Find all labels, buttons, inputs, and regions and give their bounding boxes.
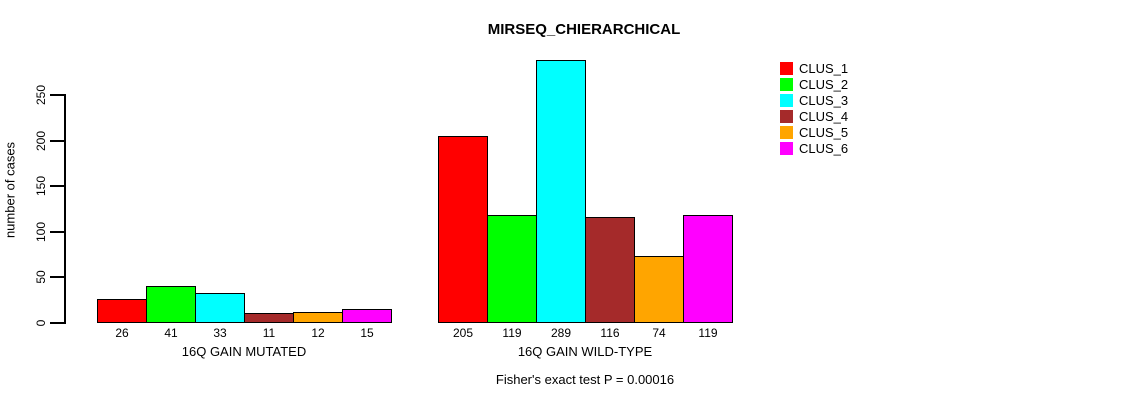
fisher-test-annotation: Fisher's exact test P = 0.00016: [495, 372, 675, 387]
legend-label: CLUS_1: [799, 60, 849, 76]
bar-value-label: 119: [698, 326, 718, 340]
bar-value-label: 11: [262, 326, 276, 340]
bar-value-label: 26: [115, 326, 129, 340]
bar-clus_3-group2: [536, 60, 586, 323]
legend-item-clus_3: CLUS_3: [780, 92, 848, 108]
legend-item-clus_6: CLUS_6: [780, 140, 848, 156]
bar-clus_4-group2: [585, 217, 635, 323]
legend-item-clus_1: CLUS_1: [780, 60, 848, 76]
bar-value-label: 41: [164, 326, 178, 340]
legend-label: CLUS_3: [799, 92, 849, 108]
legend: CLUS_1 CLUS_2 CLUS_3 CLUS_4 CLUS_5 CLUS_6: [780, 60, 848, 156]
y-tick: [50, 276, 65, 278]
legend-label: CLUS_2: [799, 76, 849, 92]
group-label-wildtype: 16Q GAIN WILD-TYPE: [517, 344, 653, 359]
bar-clus_6-group1: [342, 309, 392, 323]
bar-value-label: 205: [452, 326, 474, 340]
bar-clus_1-group1: [97, 299, 147, 323]
bar-value-label: 74: [652, 326, 666, 340]
legend-swatch: [780, 93, 793, 107]
y-tick: [50, 322, 65, 324]
legend-item-clus_2: CLUS_2: [780, 76, 848, 92]
legend-swatch: [780, 109, 793, 123]
legend-swatch: [780, 61, 793, 75]
y-tick: [50, 185, 65, 187]
legend-item-clus_4: CLUS_4: [780, 108, 848, 124]
legend-swatch: [780, 125, 793, 139]
bar-value-label: 15: [360, 326, 374, 340]
bar-clus_5-group1: [293, 312, 343, 323]
y-axis-line: [64, 94, 66, 324]
bar-clus_1-group2: [438, 136, 488, 323]
legend-item-clus_5: CLUS_5: [780, 124, 848, 140]
y-tick: [50, 94, 65, 96]
bar-clus_2-group2: [487, 215, 537, 323]
legend-swatch: [780, 141, 793, 155]
bar-clus_3-group1: [195, 293, 245, 323]
bar-clus_6-group2: [683, 215, 733, 323]
bar-value-label: 33: [213, 326, 227, 340]
bar-value-label: 119: [502, 326, 522, 340]
bar-value-label: 12: [311, 326, 325, 340]
bar-clus_2-group1: [146, 286, 196, 323]
bar-clus_5-group2: [634, 256, 684, 323]
y-tick: [50, 231, 65, 233]
legend-label: CLUS_5: [799, 124, 849, 140]
chart-title: MIRSEQ_CHIERARCHICAL: [487, 21, 681, 38]
bar-clus_4-group1: [244, 313, 294, 323]
y-tick: [50, 140, 65, 142]
legend-label: CLUS_6: [799, 140, 849, 156]
legend-swatch: [780, 77, 793, 91]
legend-label: CLUS_4: [799, 108, 849, 124]
group-label-mutated: 16Q GAIN MUTATED: [181, 344, 307, 359]
bar-value-label: 116: [600, 326, 620, 340]
bar-value-label: 289: [550, 326, 572, 340]
